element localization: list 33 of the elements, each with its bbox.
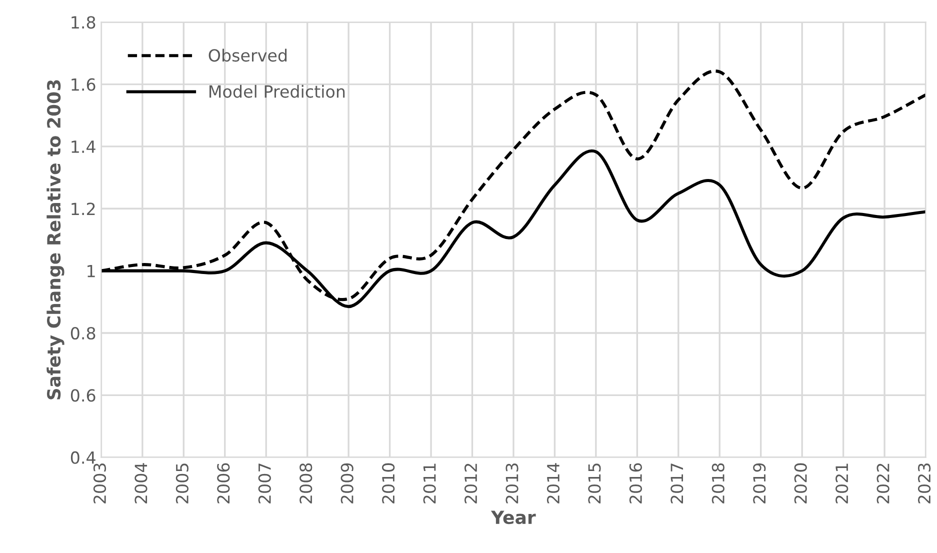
y-axis-title: Safety Change Relative to 2003 [46,80,64,400]
x-tick-label: 2019 [753,463,766,504]
x-tick-label: 2022 [876,464,890,504]
x-tick-label: 2017 [670,464,684,504]
x-tick-label: 2009 [340,463,354,504]
x-axis-title: Year [490,510,536,524]
x-tick-label: 2007 [258,464,271,504]
y-tick-label: 1.4 [72,140,96,153]
y-tick-label: 0.6 [70,389,96,402]
legend-label: Observed [208,48,287,62]
x-tick-label: 2012 [464,464,478,504]
x-tick-label: 2003 [93,464,106,504]
x-tick-label: 2018 [712,463,724,504]
x-tick-label: 2020 [794,463,807,504]
x-tick-label: 2013 [506,464,518,504]
y-tick-label: 0.4 [70,451,96,464]
x-tick-label: 2016 [629,463,642,504]
x-tick-label: 2005 [176,464,188,504]
x-tick-label: 2011 [423,464,436,504]
x-tick-label: 2008 [300,463,312,504]
x-tick-label: 2014 [546,463,560,504]
x-tick-label: 2010 [382,463,395,504]
y-tick-label: 1.2 [72,202,95,215]
x-tick-label: 2015 [588,464,601,504]
y-tick-label: 1.8 [72,16,96,29]
x-tick-label: 2021 [836,464,848,504]
y-tick-label: 0.8 [70,326,96,340]
y-tick-label: 1.6 [72,78,96,91]
x-tick-label: 2004 [134,463,148,504]
x-tick-label: 2006 [217,463,230,504]
x-tick-label: 2023 [918,464,931,504]
legend-label: Model Prediction [210,84,345,98]
y-tick-label: 1 [88,264,95,278]
